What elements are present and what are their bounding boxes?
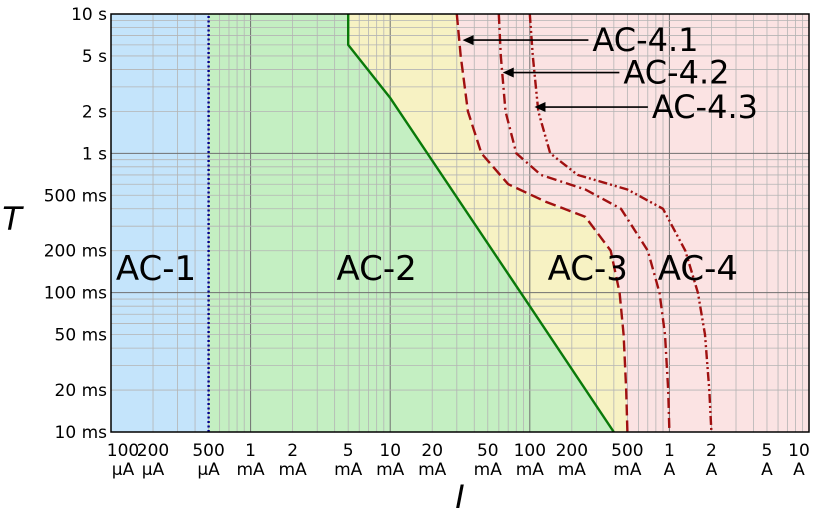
x-tick-unit: μA (142, 460, 165, 480)
boundary-curve-c2 (497, 14, 671, 432)
x-tick-label: 100 (107, 441, 139, 461)
y-tick-label: 200 ms (44, 242, 107, 262)
x-tick-unit: A (706, 460, 718, 480)
zone-label-ac-3: AC-3 (548, 249, 628, 289)
x-tick-label: 2 (706, 441, 717, 461)
x-tick-unit: mA (279, 460, 308, 480)
annotation-arrow-head (502, 67, 514, 78)
zone-ac2-area (208, 14, 614, 432)
annotation-label: AC-4.3 (652, 88, 758, 126)
x-tick-unit: μA (112, 460, 135, 480)
x-tick-unit: mA (613, 460, 642, 480)
x-tick-label: 50 (477, 441, 499, 461)
annotation-arrow-head (534, 102, 546, 113)
x-tick-unit: mA (418, 460, 447, 480)
boundary-curve-c1 (455, 14, 629, 432)
zone-ac4-area (456, 14, 809, 432)
y-tick-label: 5 s (82, 47, 107, 67)
x-tick-label: 10 (379, 441, 401, 461)
zone-ac1-area (111, 14, 209, 432)
x-tick-label: 500 (611, 441, 643, 461)
x-tick-unit: mA (516, 460, 545, 480)
x-tick-unit: A (664, 460, 676, 480)
y-tick-label: 50 ms (55, 326, 108, 346)
x-tick-unit: mA (474, 460, 503, 480)
y-tick-label: 10 s (71, 5, 107, 25)
zone-label-ac-2: AC-2 (337, 249, 417, 289)
x-tick-unit: A (793, 460, 805, 480)
x-tick-label: 2 (287, 441, 298, 461)
x-tick-unit: A (761, 460, 773, 480)
x-tick-label: 1 (664, 441, 675, 461)
x-tick-label: 1 (245, 441, 256, 461)
y-tick-label: 20 ms (55, 381, 108, 401)
y-tick-label: 10 ms (55, 423, 108, 443)
x-tick-unit: μA (197, 460, 220, 480)
zone-label-ac-4: AC-4 (658, 249, 738, 289)
x-tick-unit: mA (376, 460, 405, 480)
x-tick-label: 20 (421, 441, 443, 461)
x-tick-unit: mA (236, 460, 265, 480)
x-tick-unit: mA (334, 460, 363, 480)
y-tick-label: 500 ms (44, 186, 107, 206)
x-tick-label: 100 (514, 441, 546, 461)
x-tick-label: 10 (788, 441, 810, 461)
x-tick-label: 200 (556, 441, 588, 461)
zone-label-ac-1: AC-1 (116, 249, 196, 289)
x-tick-label: 200 (137, 441, 169, 461)
y-axis-label: T (2, 200, 24, 238)
x-tick-label: 500 (192, 441, 224, 461)
annotation-label: AC-4.1 (592, 21, 698, 59)
x-axis-label: I (455, 478, 464, 516)
boundary-curve-c3 (528, 14, 713, 432)
y-tick-label: 100 ms (44, 284, 107, 304)
x-tick-label: 5 (343, 441, 354, 461)
y-tick-label: 1 s (82, 144, 107, 164)
plot-frame (110, 13, 810, 433)
annotation-label: AC-4.2 (623, 54, 729, 92)
y-tick-label: 2 s (82, 102, 107, 122)
boundary-curve-b (347, 14, 615, 432)
annotation-arrow-head (462, 35, 474, 46)
x-tick-label: 5 (762, 441, 773, 461)
x-tick-unit: mA (558, 460, 587, 480)
